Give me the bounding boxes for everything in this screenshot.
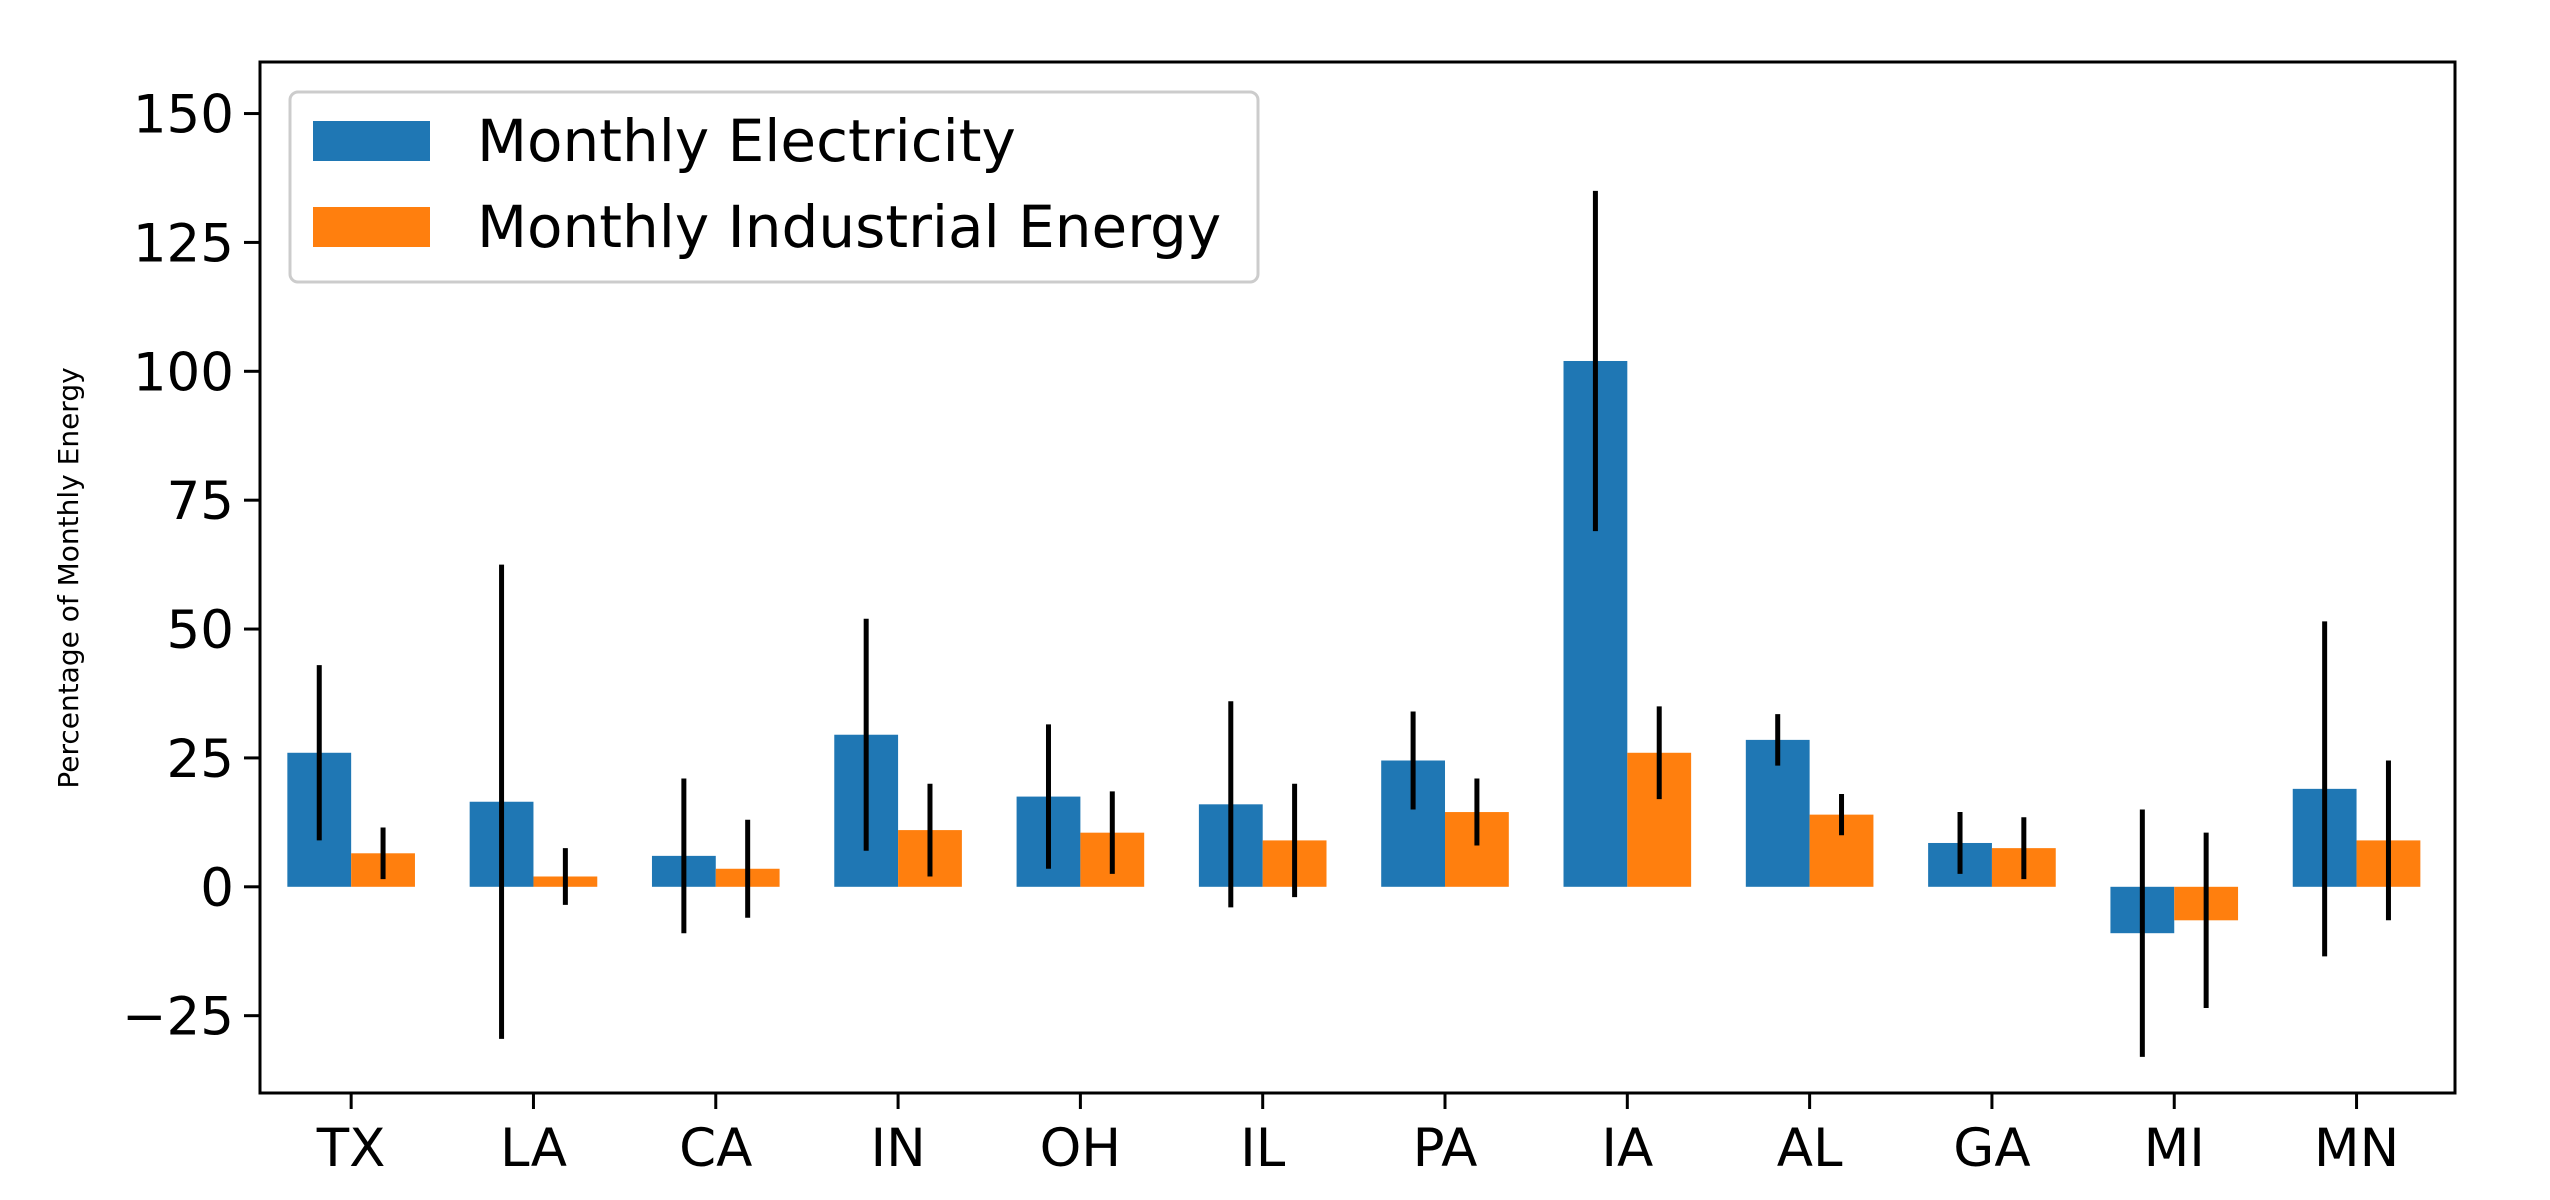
legend: Monthly Electricity Monthly Industrial En… xyxy=(288,90,1260,284)
x-tick-label: LA xyxy=(500,1118,567,1179)
y-tick-label: 50 xyxy=(167,600,234,661)
y-tick-label: 75 xyxy=(167,471,234,532)
y-tick-label: −25 xyxy=(122,987,234,1048)
error-bars-group xyxy=(316,190,2391,1057)
x-tick-label: TX xyxy=(316,1118,386,1179)
y-tick-label: 125 xyxy=(133,213,234,274)
x-tick-label: AL xyxy=(1777,1118,1843,1179)
legend-swatch-series-2 xyxy=(313,207,430,247)
x-tick-label: GA xyxy=(1953,1118,2030,1179)
x-tick-label: CA xyxy=(679,1118,752,1179)
y-tick-label: 100 xyxy=(133,342,234,403)
x-tick-label: MI xyxy=(2144,1118,2205,1179)
legend-label-series-1: Monthly Electricity xyxy=(477,107,1016,175)
legend-box xyxy=(288,90,1260,284)
x-tick-label: PA xyxy=(1413,1118,1478,1179)
y-tick-label: 25 xyxy=(167,729,234,790)
x-tick-label: IA xyxy=(1601,1118,1653,1179)
legend-swatch-series-1 xyxy=(313,121,430,161)
y-tick-label: 150 xyxy=(133,85,234,146)
x-tick-label: IL xyxy=(1240,1118,1286,1179)
plot-frame xyxy=(258,60,2457,1095)
y-axis-title: Percentage of Monthly Energy xyxy=(52,367,85,788)
legend-label-series-2: Monthly Industrial Energy xyxy=(477,193,1221,261)
x-tick-label: MN xyxy=(2314,1118,2399,1179)
y-axis: −25 0 25 50 75 100 125 150 xyxy=(122,85,260,1048)
x-axis: TX LA CA IN OH IL PA IA AL GA MI MN xyxy=(316,1093,2399,1179)
x-tick-label: IN xyxy=(870,1118,925,1179)
x-tick-label: OH xyxy=(1040,1118,1122,1179)
y-tick-label: 0 xyxy=(200,858,234,919)
